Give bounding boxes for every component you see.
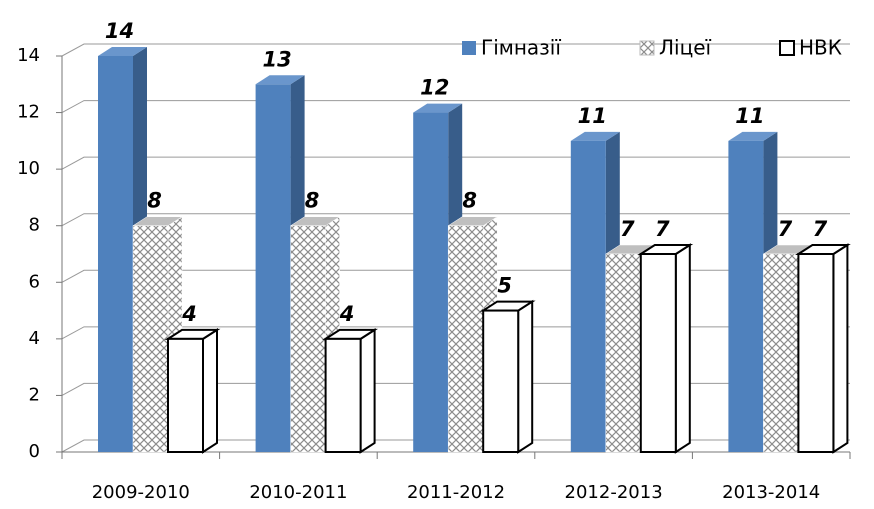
bar <box>167 337 204 454</box>
bar <box>605 253 642 453</box>
bar <box>482 309 520 454</box>
data-label: 8 <box>147 189 162 213</box>
bar-side <box>832 243 849 454</box>
x-tick-label: 2012-2013 <box>565 482 663 503</box>
x-tick-label: 2013-2014 <box>722 482 820 503</box>
y-tick-label: 10 <box>17 158 40 179</box>
bar-top <box>98 47 147 56</box>
data-label: 8 <box>462 189 477 213</box>
bar <box>255 84 291 453</box>
legend-label: Ліцеї <box>659 36 712 60</box>
bar <box>447 225 484 453</box>
data-label: 8 <box>305 189 320 213</box>
bar <box>290 225 326 453</box>
data-label: 7 <box>620 217 635 241</box>
bar <box>797 253 835 453</box>
data-label: 4 <box>339 302 355 326</box>
y-tick-label: 14 <box>17 45 40 66</box>
grid-line <box>61 100 850 114</box>
data-label: 14 <box>105 19 134 43</box>
bar <box>324 337 362 454</box>
bar <box>413 112 449 453</box>
y-tick-label: 2 <box>29 384 40 405</box>
legend-label: НВК <box>799 36 842 60</box>
bar <box>763 253 799 453</box>
y-tick-label: 4 <box>29 328 40 349</box>
legend-swatch <box>639 40 655 56</box>
bar-top <box>413 103 463 113</box>
y-tick-label: 6 <box>29 271 40 292</box>
bar-side <box>359 328 376 454</box>
data-label: 5 <box>497 274 512 298</box>
grid-line <box>61 43 850 57</box>
y-tick-label: 0 <box>29 441 40 462</box>
data-label: 11 <box>735 104 764 128</box>
x-tick-label: 2009-2010 <box>92 482 190 503</box>
x-tick-label: 2011-2012 <box>407 482 505 503</box>
bar-side <box>517 299 534 454</box>
bar-top <box>255 75 305 85</box>
y-tick-label: 8 <box>29 215 40 236</box>
data-label: 11 <box>578 104 607 128</box>
data-label: 7 <box>655 217 670 241</box>
bar-top <box>570 131 620 141</box>
bar-side <box>674 243 691 454</box>
data-label: 13 <box>262 47 291 71</box>
bar <box>728 140 764 452</box>
legend-swatch <box>462 41 476 55</box>
y-tick-label: 12 <box>17 102 40 123</box>
data-label: 12 <box>420 76 449 100</box>
bar <box>639 253 677 453</box>
legend-swatch <box>779 40 795 56</box>
x-tick-label: 2010-2011 <box>249 482 347 503</box>
bar-top <box>728 131 778 141</box>
legend-label: Гімназії <box>481 36 561 60</box>
data-label: 7 <box>778 217 793 241</box>
bar <box>98 56 133 452</box>
data-label: 7 <box>813 217 828 241</box>
bar-side <box>202 328 218 454</box>
bar <box>132 225 169 453</box>
data-label: 4 <box>181 302 197 326</box>
bar <box>570 140 606 452</box>
